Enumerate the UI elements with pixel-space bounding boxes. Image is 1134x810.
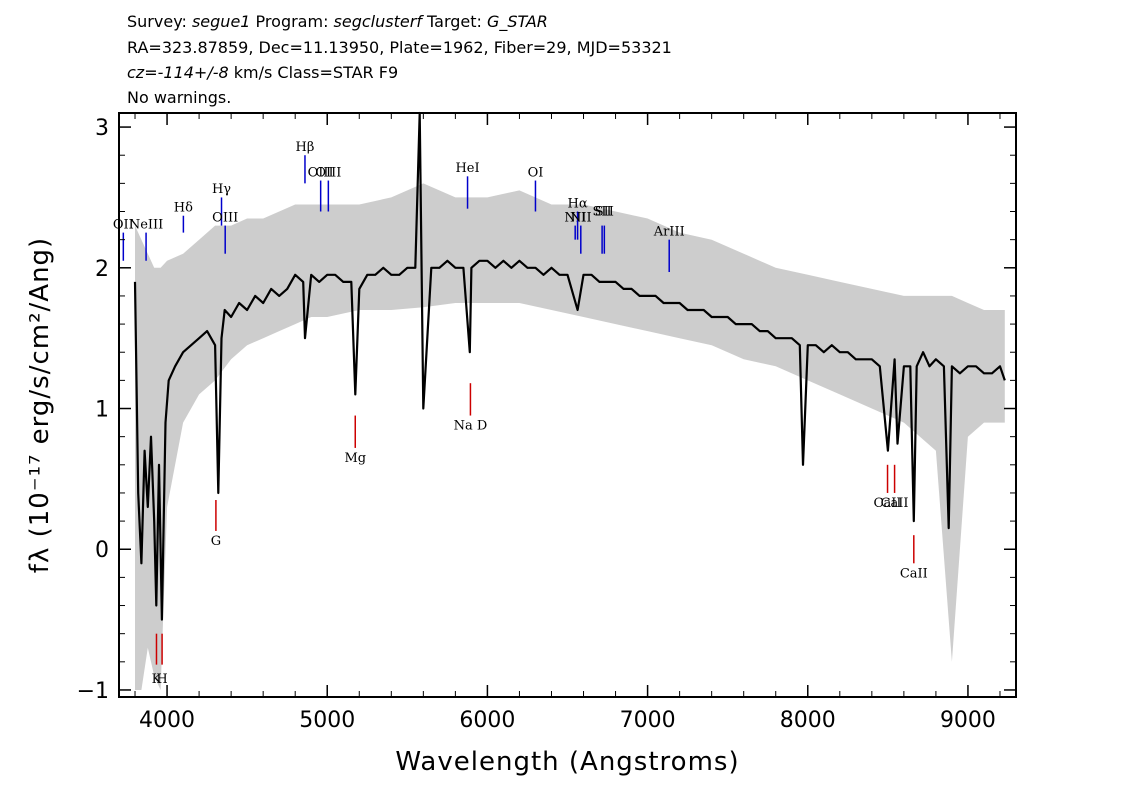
header-text-segment: cz= <box>127 63 158 82</box>
axis-ticks-layer: 4000 5000 6000 7000 8000 9000 −1 0 1 2 3 <box>77 113 1016 733</box>
x-tick-label: 9000 <box>940 708 996 733</box>
header-text-segment: -114+/-8 <box>157 63 229 82</box>
absorption-line-label: Na D <box>454 419 488 434</box>
header-text-segment: G_STAR <box>487 12 548 31</box>
emission-line-label: OIII <box>308 165 334 180</box>
emission-line-label: SII <box>595 205 614 220</box>
header-line-redshift: cz=-114+/-8 km/s Class=STAR F9 <box>127 63 398 83</box>
y-tick-label: 1 <box>95 398 109 423</box>
absorption-line-label: CaII <box>900 566 928 581</box>
x-tick-label: 4000 <box>139 708 195 733</box>
x-axis-title: Wavelength (Angstroms) <box>395 747 739 777</box>
header-text-segment: Program: <box>250 12 334 31</box>
absorption-line-label: G <box>211 534 221 549</box>
emission-line-label: SII <box>593 205 612 220</box>
emission-line-label: HeI <box>455 161 479 176</box>
flux-line-layer <box>133 111 1006 621</box>
y-axis-title: fλ (10⁻¹⁷ erg/s/cm²/Ang) <box>25 237 55 573</box>
header-text-segment: segclusterf <box>333 12 422 31</box>
header-line-survey: Survey: segue1 Program: segclusterf Targ… <box>127 12 548 32</box>
y-tick-label: 0 <box>95 538 109 563</box>
header-text-segment: Survey: <box>127 12 192 31</box>
header-text-segment: segue1 <box>191 12 251 31</box>
emission-line-label: ArIII <box>653 224 685 239</box>
emission-line-label: NeIII <box>129 217 163 232</box>
emission-line-label: OIII <box>315 165 341 180</box>
x-tick-label: 7000 <box>620 708 676 733</box>
emission-line-label: OIII <box>212 210 238 225</box>
emission-line-label: NII <box>564 210 586 225</box>
absorption-line-label: H <box>156 672 167 687</box>
emission-line-label: Hγ <box>212 182 231 197</box>
header-text-segment: Target: <box>421 12 487 31</box>
emission-line-label: Hα <box>568 196 588 211</box>
y-tick-label: −1 <box>77 679 109 704</box>
x-tick-label: 5000 <box>299 708 355 733</box>
emission-line-label: Hβ <box>296 140 315 155</box>
plot-frame <box>118 112 1017 698</box>
absorption-line-label: CaII <box>874 496 902 511</box>
x-tick-label: 8000 <box>780 708 836 733</box>
flux-series-line <box>133 111 1006 621</box>
absorption-line-label: CaII <box>881 496 909 511</box>
y-tick-label: 3 <box>95 116 109 141</box>
header-text-segment: km/s Class=STAR F9 <box>228 63 399 82</box>
header-line-coordinates: RA=323.87859, Dec=11.13950, Plate=1962, … <box>127 38 672 57</box>
error-band-layer <box>135 183 1005 690</box>
x-tick-label: 6000 <box>459 708 515 733</box>
y-tick-label: 2 <box>95 257 109 282</box>
absorption-line-label: K <box>152 672 162 687</box>
header-line-warnings: No warnings. <box>127 88 232 107</box>
emission-line-label: OI <box>528 165 544 180</box>
absorption-line-label: Mg <box>344 451 366 466</box>
error-band <box>135 183 1005 690</box>
emission-line-label: NII <box>570 210 592 225</box>
emission-line-label: Hδ <box>174 201 193 216</box>
